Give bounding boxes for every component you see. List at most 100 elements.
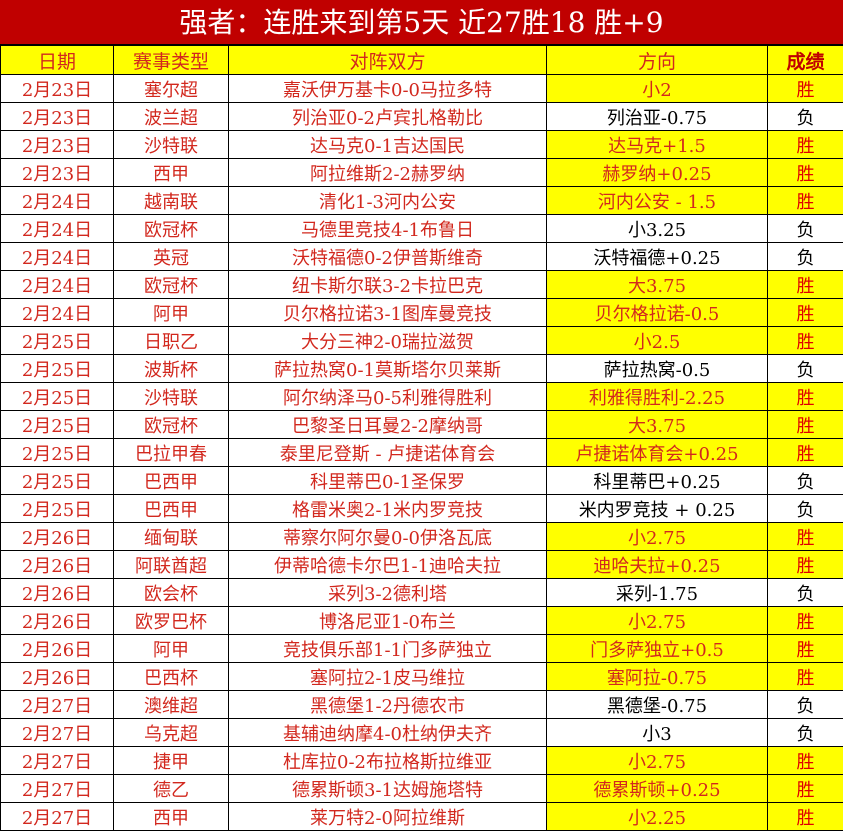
result-cell: 负 <box>767 578 843 607</box>
pick-cell: 小3 <box>546 718 768 747</box>
header-match: 对阵双方 <box>228 45 547 75</box>
result-cell: 胜 <box>767 634 843 663</box>
table-row: 2月26日 阿联酋超 伊蒂哈德卡尔巴1-1迪哈夫拉 迪哈夫拉+0.25 胜 <box>0 550 843 579</box>
result-cell: 胜 <box>767 130 843 159</box>
league-cell: 西甲 <box>113 802 229 831</box>
pick-cell: 门多萨独立+0.5 <box>546 634 768 663</box>
result-cell: 胜 <box>767 326 843 355</box>
result-cell: 负 <box>767 242 843 271</box>
league-cell: 阿甲 <box>113 634 229 663</box>
match-cell: 大分三神2-0瑞拉滋贺 <box>228 326 547 355</box>
pick-cell: 大3.75 <box>546 270 768 299</box>
match-cell: 沃特福德0-2伊普斯维奇 <box>228 242 547 271</box>
league-cell: 塞尔超 <box>113 74 229 103</box>
league-cell: 欧冠杯 <box>113 410 229 439</box>
date-cell: 2月23日 <box>0 74 114 103</box>
date-cell: 2月25日 <box>0 410 114 439</box>
pick-cell: 达马克+1.5 <box>546 130 768 159</box>
pick-cell: 河内公安 - 1.5 <box>546 186 768 215</box>
pick-cell: 小2.75 <box>546 746 768 775</box>
date-cell: 2月23日 <box>0 102 114 131</box>
league-cell: 巴西杯 <box>113 662 229 691</box>
results-table: 日期 赛事类型 对阵双方 方向 成绩 2月23日 塞尔超 嘉沃伊万基卡0-0马拉多特… <box>0 45 843 831</box>
pick-cell: 卢捷诺体育会+0.25 <box>546 438 768 467</box>
table-row: 2月27日 澳维超 黑德堡1-2丹德农市 黑德堡-0.75 负 <box>0 690 843 719</box>
match-cell: 德累斯顿3-1达姆施塔特 <box>228 774 547 803</box>
table-row: 2月23日 波兰超 列治亚0-2卢宾扎格勒比 列治亚-0.75 负 <box>0 102 843 131</box>
date-cell: 2月24日 <box>0 242 114 271</box>
result-cell: 负 <box>767 718 843 747</box>
date-cell: 2月25日 <box>0 438 114 467</box>
date-cell: 2月26日 <box>0 522 114 551</box>
match-cell: 杜库拉0-2布拉格斯拉维亚 <box>228 746 547 775</box>
table-row: 2月24日 欧冠杯 纽卡斯尔联3-2卡拉巴克 大3.75 胜 <box>0 270 843 299</box>
match-cell: 基辅迪纳摩4-0杜纳伊夫齐 <box>228 718 547 747</box>
pick-cell: 小3.25 <box>546 214 768 243</box>
table-row: 2月24日 英冠 沃特福德0-2伊普斯维奇 沃特福德+0.25 负 <box>0 242 843 271</box>
result-cell: 胜 <box>767 186 843 215</box>
match-cell: 黑德堡1-2丹德农市 <box>228 690 547 719</box>
result-cell: 胜 <box>767 382 843 411</box>
league-cell: 日职乙 <box>113 326 229 355</box>
match-cell: 达马克0-1吉达国民 <box>228 130 547 159</box>
pick-cell: 列治亚-0.75 <box>546 102 768 131</box>
table-row: 2月24日 阿甲 贝尔格拉诺3-1图库曼竞技 贝尔格拉诺-0.5 胜 <box>0 298 843 327</box>
result-cell: 胜 <box>767 438 843 467</box>
table-header-row: 日期 赛事类型 对阵双方 方向 成绩 <box>0 45 843 75</box>
match-cell: 采列3-2德利塔 <box>228 578 547 607</box>
result-cell: 胜 <box>767 774 843 803</box>
match-cell: 塞阿拉2-1皮马维拉 <box>228 662 547 691</box>
pick-cell: 米内罗竞技 + 0.25 <box>546 494 768 523</box>
match-cell: 阿拉维斯2-2赫罗纳 <box>228 158 547 187</box>
match-cell: 蒂察尔阿尔曼0-0伊洛瓦底 <box>228 522 547 551</box>
date-cell: 2月25日 <box>0 494 114 523</box>
pick-cell: 黑德堡-0.75 <box>546 690 768 719</box>
date-cell: 2月26日 <box>0 550 114 579</box>
match-cell: 嘉沃伊万基卡0-0马拉多特 <box>228 74 547 103</box>
result-cell: 胜 <box>767 270 843 299</box>
result-cell: 负 <box>767 354 843 383</box>
table-row: 2月25日 沙特联 阿尔纳泽马0-5利雅得胜利 利雅得胜利-2.25 胜 <box>0 382 843 411</box>
result-cell: 胜 <box>767 522 843 551</box>
table-row: 2月24日 欧冠杯 马德里竞技4-1布鲁日 小3.25 负 <box>0 214 843 243</box>
table-row: 2月25日 欧冠杯 巴黎圣日耳曼2-2摩纳哥 大3.75 胜 <box>0 410 843 439</box>
table-row: 2月26日 缅甸联 蒂察尔阿尔曼0-0伊洛瓦底 小2.75 胜 <box>0 522 843 551</box>
league-cell: 欧会杯 <box>113 578 229 607</box>
pick-cell: 小2.75 <box>546 606 768 635</box>
header-result: 成绩 <box>767 45 843 75</box>
date-cell: 2月26日 <box>0 606 114 635</box>
league-cell: 欧冠杯 <box>113 270 229 299</box>
result-cell: 胜 <box>767 158 843 187</box>
match-cell: 纽卡斯尔联3-2卡拉巴克 <box>228 270 547 299</box>
result-cell: 负 <box>767 214 843 243</box>
league-cell: 澳维超 <box>113 690 229 719</box>
table-row: 2月25日 波斯杯 萨拉热窝0-1莫斯塔尔贝莱斯 萨拉热窝-0.5 负 <box>0 354 843 383</box>
match-cell: 贝尔格拉诺3-1图库曼竞技 <box>228 298 547 327</box>
league-cell: 阿甲 <box>113 298 229 327</box>
date-cell: 2月24日 <box>0 298 114 327</box>
date-cell: 2月24日 <box>0 214 114 243</box>
league-cell: 波兰超 <box>113 102 229 131</box>
result-cell: 胜 <box>767 802 843 831</box>
table-row: 2月27日 德乙 德累斯顿3-1达姆施塔特 德累斯顿+0.25 胜 <box>0 774 843 803</box>
league-cell: 捷甲 <box>113 746 229 775</box>
page-title: 强者：连胜来到第5天 近27胜18 胜+9 <box>0 0 843 45</box>
result-cell: 负 <box>767 690 843 719</box>
match-cell: 阿尔纳泽马0-5利雅得胜利 <box>228 382 547 411</box>
league-cell: 德乙 <box>113 774 229 803</box>
table-row: 2月25日 日职乙 大分三神2-0瑞拉滋贺 小2.5 胜 <box>0 326 843 355</box>
table-row: 2月23日 沙特联 达马克0-1吉达国民 达马克+1.5 胜 <box>0 130 843 159</box>
pick-cell: 大3.75 <box>546 410 768 439</box>
date-cell: 2月26日 <box>0 662 114 691</box>
date-cell: 2月24日 <box>0 270 114 299</box>
pick-cell: 德累斯顿+0.25 <box>546 774 768 803</box>
pick-cell: 采列-1.75 <box>546 578 768 607</box>
date-cell: 2月25日 <box>0 466 114 495</box>
result-cell: 负 <box>767 494 843 523</box>
result-cell: 胜 <box>767 662 843 691</box>
match-cell: 博洛尼亚1-0布兰 <box>228 606 547 635</box>
date-cell: 2月26日 <box>0 578 114 607</box>
date-cell: 2月23日 <box>0 130 114 159</box>
match-cell: 巴黎圣日耳曼2-2摩纳哥 <box>228 410 547 439</box>
pick-cell: 贝尔格拉诺-0.5 <box>546 298 768 327</box>
